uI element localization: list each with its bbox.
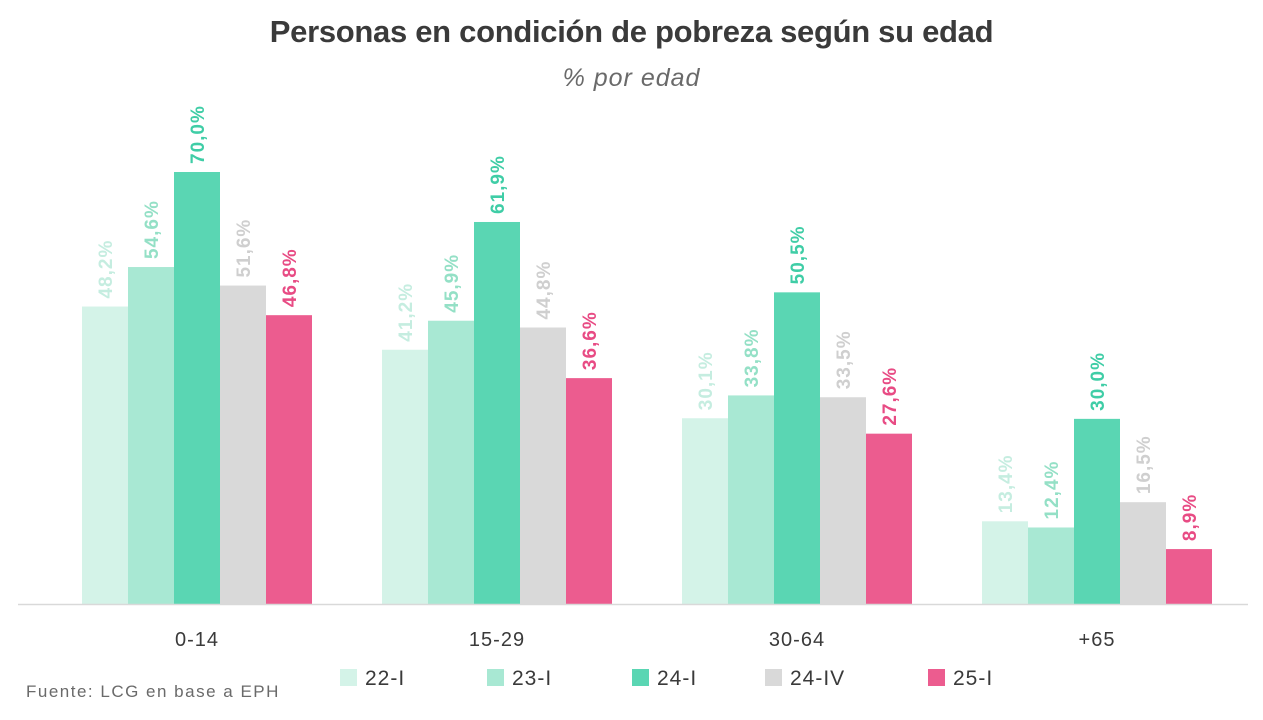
legend-label-22-I: 22-I [365, 667, 405, 690]
data-label-24-I-0-14: 70,0% [188, 105, 209, 164]
bar-24-I-+65 [1074, 418, 1120, 604]
category-label-15-29: 15-29 [469, 629, 525, 651]
bar-22-I-+65 [982, 521, 1028, 604]
data-label-25-I-+65: 8,9% [1180, 494, 1201, 541]
legend-label-25-I: 25-I [953, 667, 993, 690]
bar-24-IV-15-29 [520, 327, 566, 604]
category-label-+65: +65 [1079, 629, 1116, 651]
data-label-24-IV-+65: 16,5% [1134, 435, 1155, 494]
data-label-24-I-15-29: 61,9% [488, 155, 509, 214]
data-label-22-I-0-14: 48,2% [96, 240, 117, 299]
data-label-23-I-15-29: 45,9% [442, 254, 463, 313]
legend: 22-I 23-I 24-I 24-IV 25-I [340, 667, 993, 690]
data-label-24-IV-0-14: 51,6% [234, 219, 255, 278]
bar-24-IV-30-64 [820, 397, 866, 604]
data-label-23-I-+65: 12,4% [1042, 461, 1063, 520]
bar-24-IV-+65 [1120, 502, 1166, 604]
legend-swatch-24-IV [765, 669, 782, 686]
data-label-22-I-15-29: 41,2% [396, 283, 417, 342]
bar-24-IV-0-14 [220, 285, 266, 604]
bar-22-I-30-64 [682, 418, 728, 604]
bar-25-I-0-14 [266, 315, 312, 604]
data-label-25-I-30-64: 27,6% [880, 367, 901, 426]
data-label-24-I-+65: 30,0% [1088, 352, 1109, 411]
bar-25-I-+65 [1166, 549, 1212, 604]
data-label-22-I-30-64: 30,1% [696, 351, 717, 410]
data-label-22-I-+65: 13,4% [996, 454, 1017, 513]
bar-23-I-0-14 [128, 267, 174, 604]
data-label-24-IV-15-29: 44,8% [534, 261, 555, 320]
data-label-24-IV-30-64: 33,5% [834, 330, 855, 389]
bar-24-I-15-29 [474, 221, 520, 604]
bars-group [82, 172, 1212, 604]
data-label-23-I-0-14: 54,6% [142, 200, 163, 259]
legend-swatch-23-I [487, 669, 504, 686]
legend-swatch-25-I [928, 669, 945, 686]
bar-22-I-15-29 [382, 349, 428, 604]
data-label-25-I-15-29: 36,6% [580, 311, 601, 370]
chart-title: Personas en condición de pobreza según s… [269, 14, 994, 49]
bar-24-I-0-14 [174, 172, 220, 604]
category-label-0-14: 0-14 [175, 629, 219, 651]
bar-24-I-30-64 [774, 292, 820, 604]
legend-swatch-22-I [340, 669, 357, 686]
legend-label-24-I: 24-I [657, 667, 697, 690]
bar-23-I-+65 [1028, 527, 1074, 604]
data-label-25-I-0-14: 46,8% [280, 248, 301, 307]
chart-subtitle: % por edad [562, 64, 701, 92]
data-labels-group: 48,2% 54,6% 70,0% 51,6% 46,8% 41,2% 45,9% 61,9%… [96, 105, 1201, 541]
bar-23-I-30-64 [728, 395, 774, 604]
data-label-24-I-30-64: 50,5% [788, 225, 809, 284]
source-note: Fuente: LCG en base a EPH [26, 682, 280, 701]
category-label-30-64: 30-64 [769, 629, 825, 651]
legend-label-23-I: 23-I [512, 667, 552, 690]
legend-swatch-24-I [632, 669, 649, 686]
category-labels-group: 0-14 15-29 30-64 +65 [175, 629, 1116, 651]
bar-25-I-30-64 [866, 433, 912, 604]
bar-25-I-15-29 [566, 378, 612, 604]
bar-23-I-15-29 [428, 320, 474, 604]
bar-22-I-0-14 [82, 306, 128, 604]
legend-label-24-IV: 24-IV [790, 667, 845, 690]
data-label-23-I-30-64: 33,8% [742, 329, 763, 388]
